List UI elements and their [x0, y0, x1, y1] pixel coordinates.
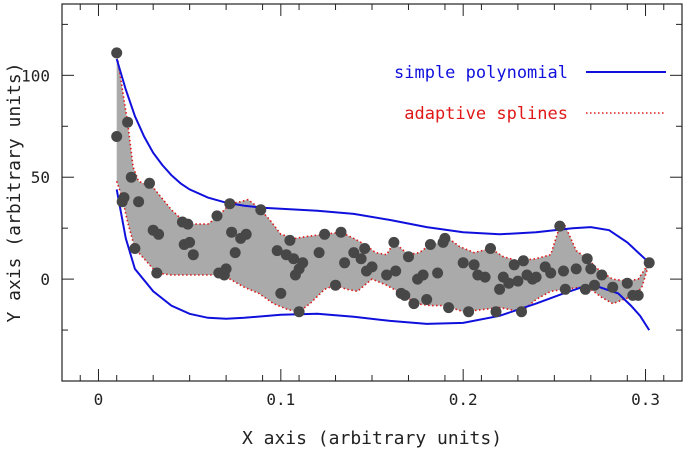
data-point: [359, 243, 371, 254]
data-point: [255, 204, 267, 216]
data-point: [211, 210, 223, 222]
data-point: [632, 289, 644, 301]
x-tick-label: 0.1: [266, 390, 295, 409]
data-point: [288, 253, 300, 265]
data-point: [293, 306, 305, 318]
data-point: [443, 302, 455, 314]
data-point: [485, 243, 496, 254]
data-point: [607, 281, 619, 293]
data-point: [348, 247, 360, 259]
data-point: [125, 171, 137, 183]
y-axis-title: Y axis (arbitrary units): [4, 62, 25, 322]
y-tick-label: 50: [31, 168, 50, 187]
data-point: [229, 247, 241, 259]
spline-band-fill: [116, 52, 650, 312]
legend-label-adaptive-splines: adaptive splines: [404, 104, 568, 124]
data-point: [463, 306, 475, 318]
data-point: [271, 245, 283, 257]
data-point: [111, 47, 123, 59]
data-point: [381, 269, 393, 281]
data-point: [643, 257, 655, 269]
data-point: [313, 247, 325, 259]
legend-label-simple-polynomial: simple polynomial: [394, 63, 568, 83]
data-point: [559, 283, 571, 295]
data-point: [424, 239, 436, 250]
data-point: [545, 267, 557, 279]
data-point: [589, 279, 600, 291]
data-point: [579, 283, 591, 295]
data-point: [224, 198, 236, 210]
data-point: [122, 116, 134, 128]
data-point: [530, 271, 542, 283]
data-point: [494, 283, 506, 295]
data-point: [432, 267, 444, 279]
data-point: [187, 249, 199, 261]
data-point: [118, 192, 130, 204]
data-point: [284, 234, 296, 246]
data-point: [479, 271, 491, 283]
data-point: [558, 265, 569, 277]
data-point: [399, 289, 411, 301]
data-point: [388, 236, 400, 248]
data-point: [226, 226, 238, 238]
data-point: [111, 131, 123, 142]
data-point: [275, 287, 287, 299]
data-point: [335, 226, 347, 238]
data-point: [581, 253, 593, 265]
data-point: [144, 177, 155, 189]
data-point: [517, 255, 529, 267]
data-point: [390, 265, 402, 277]
data-point: [421, 294, 433, 305]
y-tick-label: 0: [40, 270, 50, 289]
data-point: [151, 267, 163, 279]
data-point: [355, 253, 367, 265]
data-point: [516, 306, 527, 318]
data-point: [366, 261, 378, 273]
data-point: [408, 298, 420, 310]
data-point: [220, 263, 232, 275]
data-point: [508, 259, 520, 271]
data-point: [417, 269, 429, 281]
data-point: [330, 279, 341, 291]
data-point: [490, 306, 502, 318]
y-tick-label: 100: [21, 66, 50, 85]
data-point: [512, 275, 524, 287]
data-point: [240, 228, 252, 240]
scatter-points-layer: [111, 47, 655, 318]
spline-lower-curve: [115, 181, 650, 313]
data-point: [297, 257, 309, 269]
data-point: [570, 263, 582, 275]
x-tick-label: 0.2: [449, 390, 478, 409]
data-point: [468, 259, 480, 271]
legend: simple polynomial adaptive splines: [394, 63, 666, 124]
data-point: [439, 232, 451, 244]
polynomial-lower-curve: [115, 189, 651, 331]
data-point: [596, 269, 608, 281]
data-point: [153, 228, 165, 240]
data-point: [403, 251, 414, 263]
data-point: [182, 218, 194, 230]
data-point: [554, 220, 566, 232]
data-point: [621, 277, 633, 289]
data-point: [184, 236, 196, 248]
ticks-layer: 0 0.1 0.2 0.3 0 50 100: [21, 4, 682, 409]
data-point: [503, 277, 515, 289]
data-point: [319, 228, 331, 240]
data-point: [339, 257, 351, 269]
spline-band-layer: [116, 52, 650, 312]
data-point: [129, 243, 141, 254]
x-axis-title: X axis (arbitrary units): [242, 428, 502, 449]
x-tick-label: 0.3: [631, 390, 660, 409]
data-point: [585, 263, 597, 275]
x-tick-label: 0: [94, 390, 104, 409]
data-point: [457, 257, 469, 269]
data-point: [133, 196, 145, 208]
